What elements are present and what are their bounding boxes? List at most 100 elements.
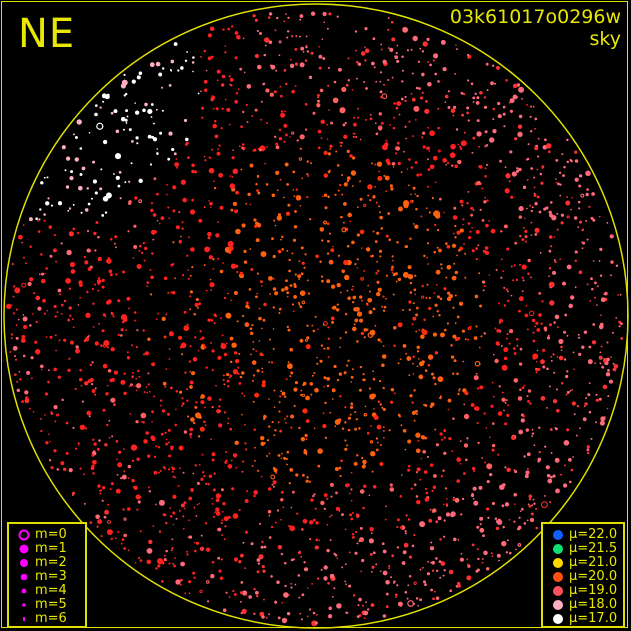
star-marker bbox=[565, 200, 571, 206]
star-marker bbox=[550, 452, 553, 454]
star-marker bbox=[416, 500, 421, 505]
star-marker bbox=[107, 529, 113, 535]
star-marker bbox=[104, 211, 108, 214]
star-marker bbox=[99, 187, 103, 191]
star-marker bbox=[553, 259, 556, 261]
star-marker bbox=[188, 535, 192, 539]
star-marker bbox=[92, 160, 95, 164]
star-marker bbox=[342, 123, 346, 127]
star-marker bbox=[109, 273, 113, 277]
star-marker bbox=[366, 303, 369, 306]
star-marker bbox=[94, 387, 97, 390]
star-marker bbox=[186, 323, 189, 326]
star-marker bbox=[422, 131, 426, 135]
star-marker bbox=[589, 300, 592, 302]
star-marker bbox=[443, 429, 447, 433]
star-marker bbox=[341, 427, 345, 430]
star-marker bbox=[32, 411, 35, 413]
star-marker bbox=[109, 378, 113, 383]
star-marker bbox=[145, 431, 149, 435]
star-marker bbox=[431, 489, 434, 492]
star-marker bbox=[211, 560, 215, 564]
star-marker bbox=[566, 370, 569, 373]
star-marker bbox=[256, 292, 259, 295]
star-marker bbox=[473, 500, 479, 506]
star-marker bbox=[527, 258, 531, 263]
star-marker bbox=[547, 478, 553, 484]
star-marker bbox=[366, 431, 370, 435]
star-marker bbox=[254, 108, 258, 112]
star-marker bbox=[170, 466, 173, 468]
star-marker bbox=[475, 325, 478, 328]
star-marker bbox=[530, 234, 533, 236]
legend-row: m=1 bbox=[13, 542, 85, 556]
star-marker bbox=[92, 179, 97, 184]
star-marker bbox=[252, 379, 254, 382]
star-marker bbox=[169, 515, 173, 518]
star-marker bbox=[171, 547, 174, 550]
star-marker bbox=[582, 228, 584, 231]
star-marker bbox=[218, 405, 221, 408]
star-marker bbox=[146, 281, 150, 284]
star-marker bbox=[115, 153, 121, 160]
star-marker bbox=[60, 312, 63, 315]
star-marker bbox=[554, 314, 560, 320]
star-marker bbox=[226, 372, 230, 377]
star-marker bbox=[139, 244, 142, 248]
star-marker bbox=[163, 335, 167, 339]
star-marker bbox=[528, 494, 533, 499]
star-marker bbox=[227, 27, 230, 31]
star-marker bbox=[408, 555, 412, 559]
star-marker bbox=[423, 318, 426, 321]
star-marker bbox=[305, 344, 311, 350]
star-marker bbox=[149, 269, 152, 271]
star-marker bbox=[306, 173, 309, 176]
star-marker bbox=[396, 525, 399, 529]
star-marker bbox=[174, 476, 177, 479]
star-marker bbox=[554, 457, 560, 463]
star-marker bbox=[51, 204, 53, 207]
star-marker bbox=[110, 111, 114, 115]
star-marker bbox=[204, 406, 206, 409]
star-marker bbox=[268, 425, 271, 428]
star-marker bbox=[397, 518, 400, 522]
star-marker bbox=[53, 449, 57, 453]
star-marker bbox=[240, 600, 242, 603]
star-marker bbox=[327, 84, 330, 87]
star-marker bbox=[293, 387, 298, 392]
star-marker bbox=[266, 122, 268, 124]
star-marker bbox=[381, 354, 387, 359]
star-marker bbox=[40, 181, 44, 185]
star-marker bbox=[316, 362, 319, 365]
star-marker bbox=[157, 446, 161, 449]
star-marker bbox=[504, 466, 507, 469]
star-marker bbox=[97, 256, 102, 262]
star-marker bbox=[285, 13, 287, 16]
star-marker bbox=[88, 334, 91, 337]
star-marker bbox=[300, 272, 304, 276]
star-marker bbox=[293, 404, 296, 407]
star-marker bbox=[442, 574, 445, 577]
star-marker bbox=[43, 213, 46, 216]
star-marker bbox=[110, 537, 113, 541]
star-marker bbox=[489, 436, 491, 439]
star-marker bbox=[360, 331, 365, 336]
star-marker bbox=[266, 145, 269, 148]
star-marker bbox=[306, 160, 309, 163]
star-marker bbox=[467, 222, 471, 225]
star-marker bbox=[314, 507, 317, 510]
star-marker bbox=[497, 411, 503, 416]
star-marker bbox=[289, 136, 291, 138]
star-marker bbox=[179, 390, 183, 394]
star-marker bbox=[419, 521, 426, 528]
star-marker bbox=[463, 403, 466, 406]
magnitude-symbol-icon bbox=[13, 557, 35, 569]
star-marker bbox=[574, 150, 578, 154]
star-marker bbox=[533, 192, 536, 195]
star-marker bbox=[436, 310, 439, 313]
star-marker bbox=[126, 115, 129, 118]
star-marker bbox=[529, 517, 535, 523]
star-marker bbox=[209, 26, 215, 32]
star-marker bbox=[235, 228, 241, 235]
star-marker bbox=[47, 197, 50, 200]
